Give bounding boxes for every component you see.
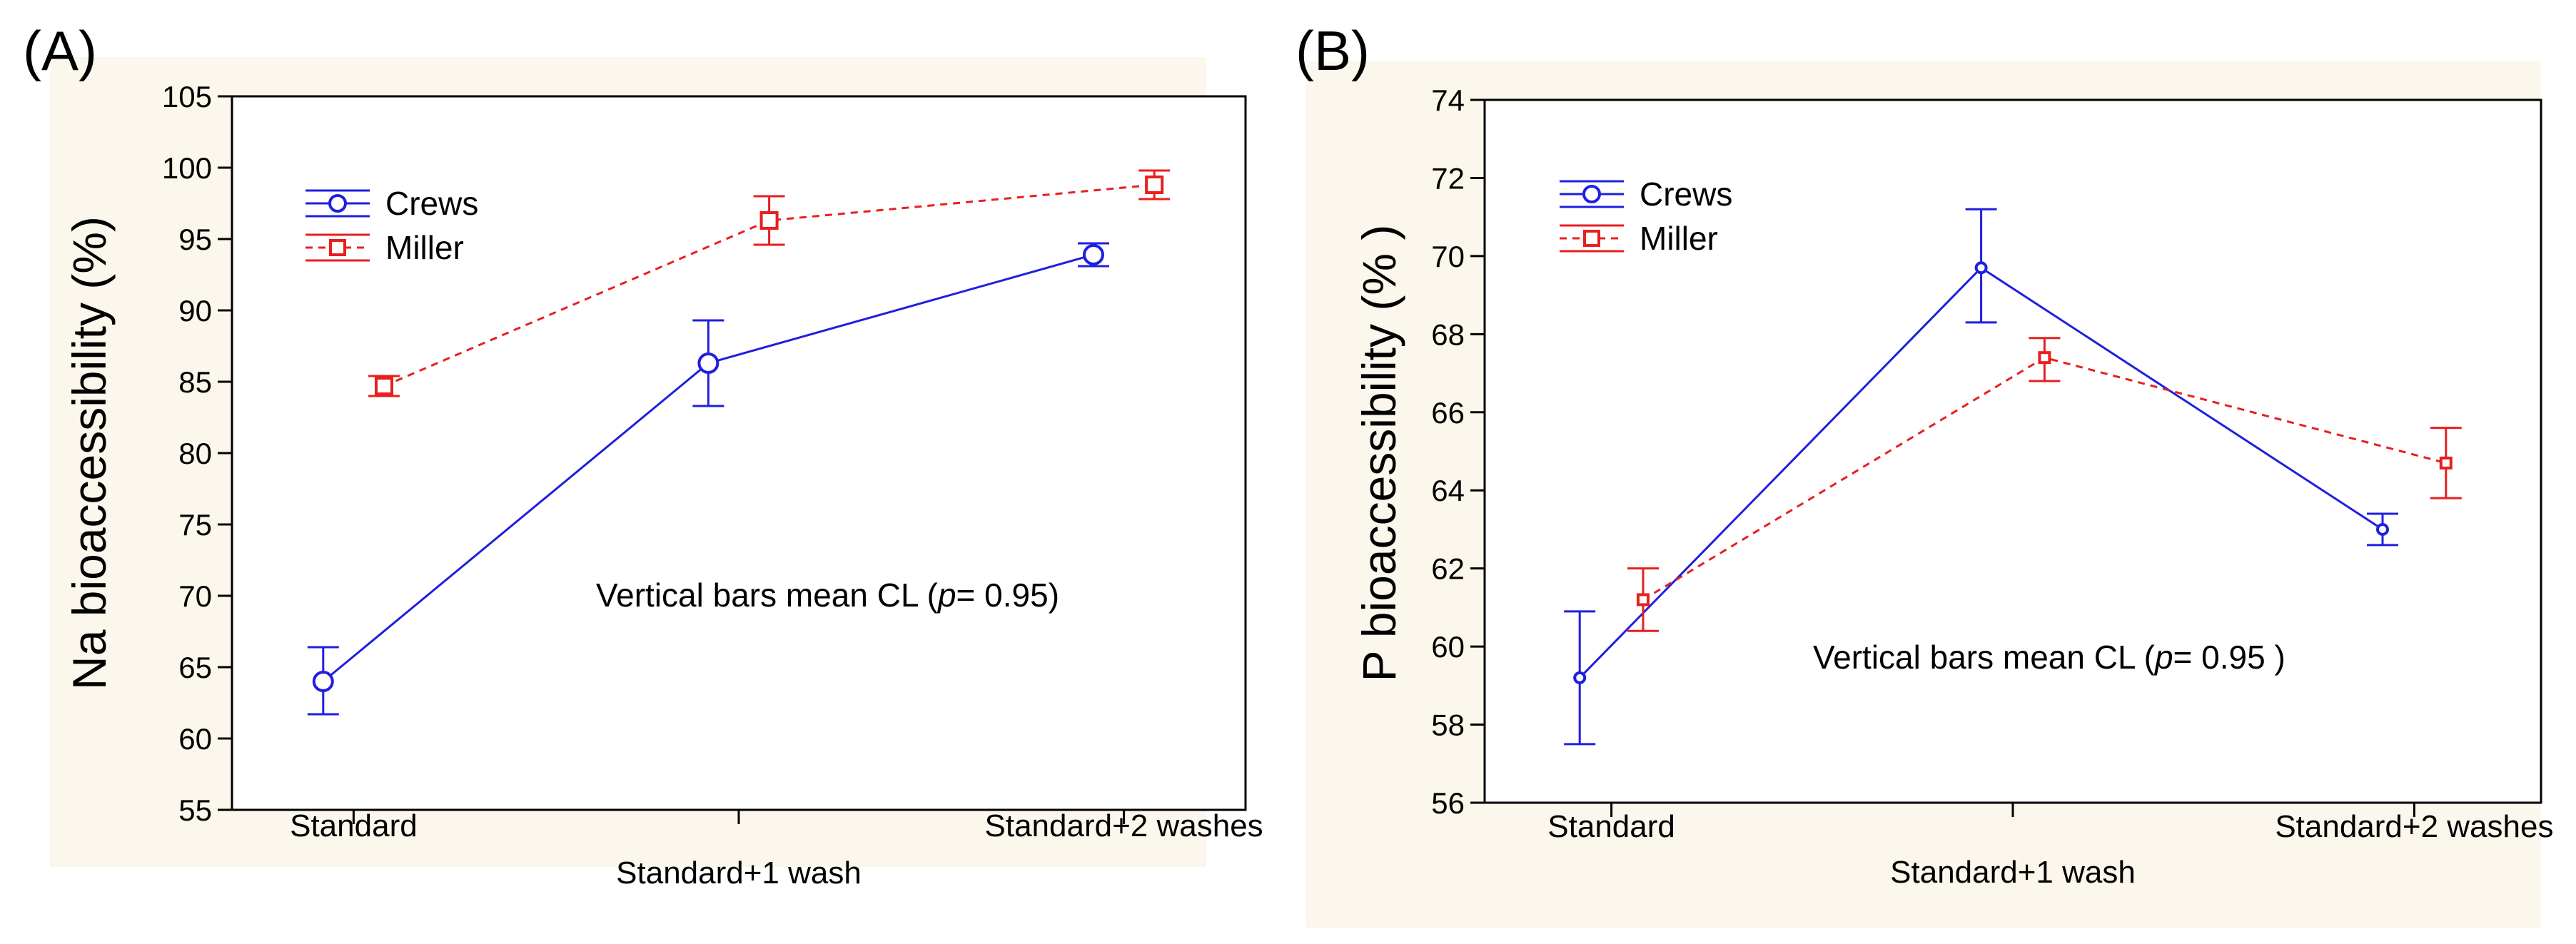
data-point (759, 211, 779, 230)
legend: Crews Miller (1560, 176, 1732, 257)
data-point (1145, 176, 1164, 194)
y-tick-label: 64 (1431, 474, 1465, 507)
y-tick-label: 56 (1431, 786, 1465, 820)
legend: Crews Miller (305, 185, 478, 266)
legend-marker (1583, 230, 1600, 247)
data-point (2376, 522, 2389, 536)
y-tick-label: 65 (178, 651, 212, 684)
legend-marker (329, 239, 346, 256)
panel-b: (B) P bioaccessibility (% ) 56 58 60 62 64 66 68… (1295, 19, 2553, 928)
x-tick-label: Standard (290, 808, 418, 843)
y-tick-label: 75 (178, 508, 212, 542)
legend-marker (1582, 185, 1601, 203)
y-tick-label: 66 (1431, 396, 1465, 430)
y-tick-label: 95 (178, 223, 212, 256)
y-tick-label: 100 (162, 151, 212, 185)
y-tick-label: 74 (1431, 83, 1465, 117)
data-point (2038, 351, 2051, 365)
y-tick-label: 70 (178, 579, 212, 613)
y-tick-label: 55 (178, 793, 212, 827)
y-tick-label: 80 (178, 437, 212, 470)
panel-label: (B) (1295, 19, 1370, 82)
y-axis-label: P bioaccessibility (% ) (1353, 225, 1405, 682)
y-tick-label: 58 (1431, 709, 1465, 742)
y-tick-label: 60 (178, 722, 212, 756)
series-crews (1564, 208, 2398, 746)
x-tick-label: Standard (1547, 809, 1675, 844)
panel-a: (A) Na bioaccessibility (%) 55 60 65 70 75 80 85… (23, 19, 1263, 890)
x-tick-label: Standard+2 washes (2275, 809, 2553, 844)
x-tick-label: Standard+2 washes (985, 808, 1263, 843)
series-miller (368, 169, 1171, 397)
annotation-p: p (936, 577, 956, 614)
y-axis-label: Na bioaccessibility (%) (63, 216, 116, 690)
annotation-prefix: Vertical bars mean CL ( (1813, 639, 2156, 676)
data-point (2439, 456, 2453, 470)
annotation: Vertical bars mean CL (p= 0.95 ) (1813, 639, 2285, 676)
data-point (1637, 593, 1650, 607)
x-tick-label: Standard+1 wash (1890, 855, 2136, 890)
y-tick-label: 72 (1431, 161, 1465, 195)
legend-label: Crews (1640, 176, 1732, 213)
plot-area (231, 95, 1247, 811)
data-point (697, 352, 719, 374)
data-point (1573, 671, 1587, 684)
legend-label: Miller (385, 229, 464, 266)
y-tick-label: 62 (1431, 552, 1465, 586)
annotation-p: p (2153, 639, 2173, 676)
y-tick-label: 105 (162, 80, 212, 113)
y-tick-label: 85 (178, 365, 212, 399)
annotation: Vertical bars mean CL (p= 0.95) (596, 577, 1059, 614)
series-crews (307, 242, 1109, 716)
data-point (312, 671, 334, 692)
legend-label: Miller (1640, 220, 1718, 257)
data-point (1083, 244, 1104, 265)
annotation-suffix: = 0.95) (956, 577, 1060, 614)
legend-label: Crews (385, 185, 478, 222)
x-tick-label: Standard+1 wash (616, 856, 862, 890)
y-tick-label: 90 (178, 294, 212, 328)
data-point (1974, 261, 1988, 275)
legend-marker (328, 194, 347, 213)
y-tick-label: 68 (1431, 318, 1465, 351)
y-tick-label: 70 (1431, 240, 1465, 273)
data-point (375, 377, 393, 395)
series-miller (1627, 337, 2462, 632)
annotation-suffix: = 0.95 ) (2173, 639, 2285, 676)
plot-area (1483, 98, 2542, 804)
panel-label: (A) (23, 19, 97, 82)
y-tick-label: 60 (1431, 630, 1465, 664)
annotation-prefix: Vertical bars mean CL ( (596, 577, 939, 614)
